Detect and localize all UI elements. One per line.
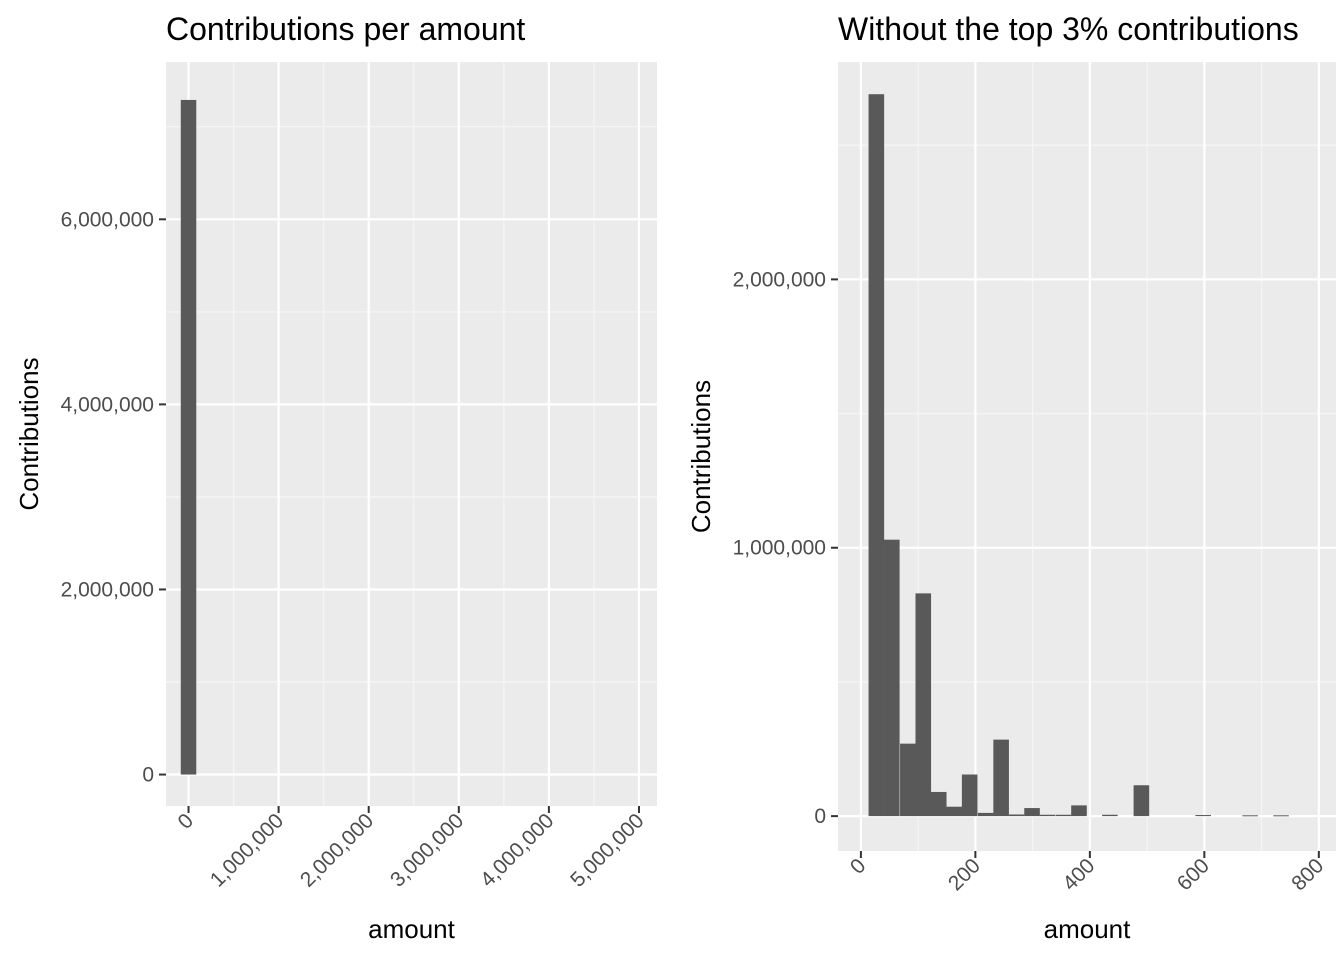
- histogram-bar: [1102, 814, 1118, 817]
- histogram-bar: [1273, 815, 1289, 817]
- plot-background: [166, 62, 657, 806]
- histogram-bar: [977, 812, 994, 817]
- y-tick-label: 6,000,000: [61, 208, 154, 231]
- x-axis-title: amount: [1044, 914, 1131, 944]
- histogram-bar: [1133, 785, 1150, 817]
- histogram-bar: [946, 806, 962, 817]
- y-tick-label: 1,000,000: [733, 537, 826, 560]
- histogram-bar: [1071, 805, 1087, 817]
- histogram-bar: [1195, 815, 1211, 817]
- x-tick-label: 200: [944, 854, 985, 895]
- y-tick-label: 2,000,000: [733, 268, 826, 291]
- x-tick-label: 2,000,000: [296, 809, 378, 891]
- y-tick-label: 2,000,000: [61, 578, 154, 601]
- x-tick-label: 0: [174, 809, 199, 834]
- x-tick-label: 0: [846, 854, 871, 879]
- x-tick-label: 400: [1058, 854, 1099, 895]
- histogram-bar: [884, 539, 900, 817]
- histogram-bar: [993, 739, 1009, 817]
- x-tick-label: 3,000,000: [386, 809, 468, 891]
- histogram-bar: [1055, 814, 1072, 817]
- x-axis-title: amount: [368, 914, 455, 944]
- histogram-bar: [900, 743, 916, 817]
- chart-title: Contributions per amount: [166, 11, 525, 47]
- histogram-bar: [1008, 814, 1025, 817]
- chart-title: Without the top 3% contributions: [838, 11, 1299, 47]
- x-tick-label: 4,000,000: [476, 809, 558, 891]
- x-tick-label: 5,000,000: [566, 809, 648, 891]
- histogram-bar: [961, 774, 978, 817]
- histogram-bar: [1242, 815, 1258, 817]
- histogram-bar: [1024, 808, 1040, 817]
- histogram-bar: [868, 94, 885, 817]
- y-axis-title: Contributions: [686, 380, 716, 533]
- histogram-bar: [930, 791, 947, 817]
- x-tick-label: 800: [1287, 854, 1328, 895]
- y-tick-label: 0: [142, 764, 154, 787]
- chart-panel-2: 0 1,000,000 2,000,000 0 200 400 600 800 Without …: [686, 11, 1336, 944]
- y-tick-label: 0: [814, 805, 826, 828]
- x-tick-label: 600: [1173, 854, 1214, 895]
- y-axis-title: Contributions: [14, 357, 44, 510]
- x-tick-label: 1,000,000: [206, 809, 288, 891]
- y-tick-label: 4,000,000: [61, 393, 154, 416]
- histogram-bar: [915, 593, 932, 817]
- histogram-bar: [180, 99, 197, 775]
- histogram-bar: [1039, 814, 1056, 817]
